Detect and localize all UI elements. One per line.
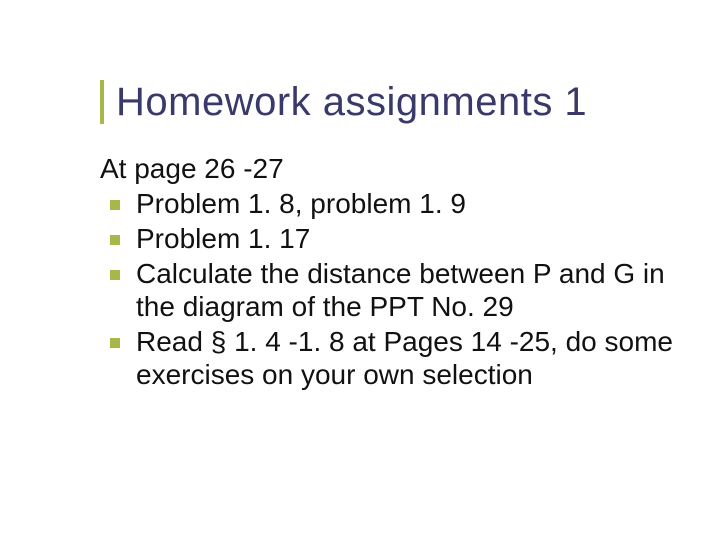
square-bullet-icon [110, 270, 120, 280]
square-bullet-icon [110, 235, 120, 245]
square-bullet-icon [110, 338, 120, 348]
bullet-text: Calculate the distance between P and G i… [136, 257, 690, 323]
slide-container: Homework assignments 1 At page 26 -27 Pr… [0, 0, 720, 540]
list-item: Problem 1. 8, problem 1. 9 [100, 187, 690, 220]
slide-title: Homework assignments 1 [100, 80, 690, 124]
list-item: Calculate the distance between P and G i… [100, 257, 690, 323]
bullet-text: Problem 1. 17 [136, 222, 690, 255]
slide-body: At page 26 -27 Problem 1. 8, problem 1. … [100, 152, 690, 391]
bullet-text: Problem 1. 8, problem 1. 9 [136, 187, 690, 220]
square-bullet-icon [110, 200, 120, 210]
list-item: Read § 1. 4 -1. 8 at Pages 14 -25, do so… [100, 325, 690, 391]
bullet-text: Read § 1. 4 -1. 8 at Pages 14 -25, do so… [136, 325, 690, 391]
bullet-list: Problem 1. 8, problem 1. 9 Problem 1. 17… [100, 187, 690, 391]
list-item: Problem 1. 17 [100, 222, 690, 255]
intro-text: At page 26 -27 [100, 152, 690, 185]
